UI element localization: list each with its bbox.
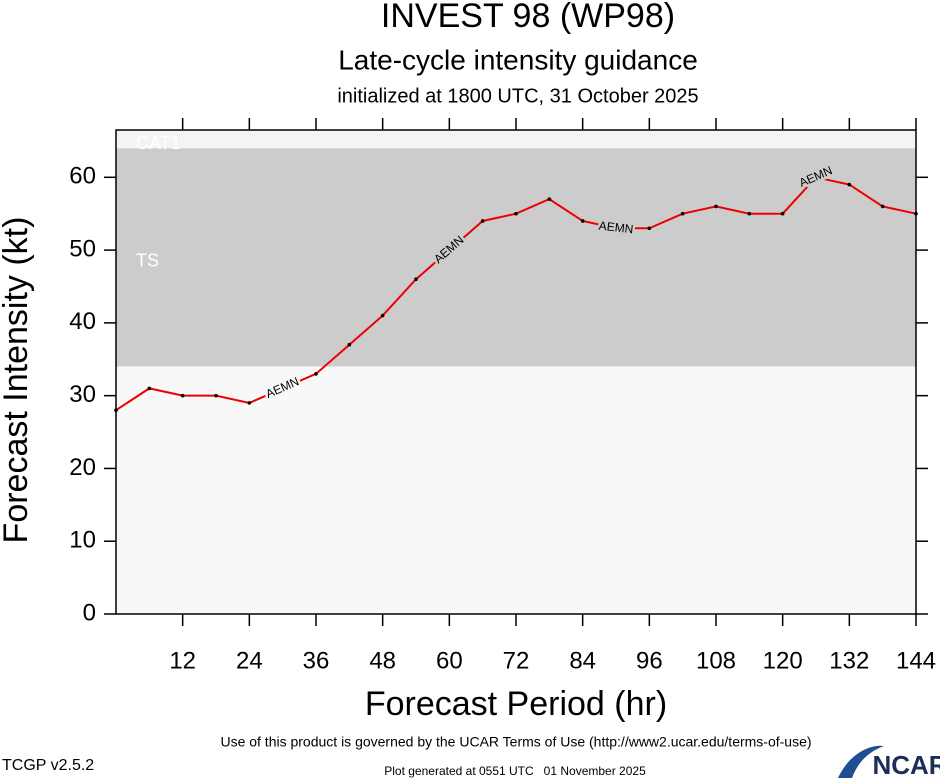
bands: TS CAT1 xyxy=(116,130,916,614)
data-point xyxy=(347,342,352,347)
data-point xyxy=(814,175,818,180)
init-text: initialized at 1800 UTC, 31 October 2025 xyxy=(337,85,698,107)
data-point xyxy=(514,211,518,216)
data-point xyxy=(847,182,852,187)
y-axis-label: Forecast Intensity (kt) xyxy=(0,217,35,544)
chart-subtitle: Late-cycle intensity guidance xyxy=(338,44,698,75)
version-text: TCGP v2.5.2 xyxy=(2,757,94,774)
data-point xyxy=(680,211,685,216)
x-tick-label: 120 xyxy=(763,647,803,674)
x-tick-label: 12 xyxy=(169,647,196,674)
logo-swoosh xyxy=(838,745,884,778)
x-tick-label: 48 xyxy=(369,647,396,674)
data-point xyxy=(780,211,785,216)
data-point xyxy=(647,226,652,231)
series-label: AEMN xyxy=(598,219,634,237)
data-point xyxy=(880,204,885,209)
data-point xyxy=(180,393,185,398)
y-tick-label: 50 xyxy=(69,235,96,262)
data-point xyxy=(214,393,218,398)
x-tick-label: 36 xyxy=(303,647,330,674)
data-point xyxy=(380,313,385,318)
data-point xyxy=(480,219,485,223)
x-tick-label: 60 xyxy=(436,647,463,674)
band-label: CAT1 xyxy=(136,133,181,153)
data-point xyxy=(247,401,252,405)
data-point xyxy=(147,386,152,391)
band xyxy=(116,130,916,149)
y-tick-label: 0 xyxy=(83,599,96,626)
logo-text: NCAR xyxy=(872,750,940,780)
data-point xyxy=(547,197,552,201)
x-tick-label: 84 xyxy=(569,647,596,674)
data-point xyxy=(414,277,418,282)
x-tick-label: 72 xyxy=(503,647,530,674)
x-tick-label: 132 xyxy=(829,647,869,674)
band xyxy=(116,148,916,367)
data-point xyxy=(747,211,752,216)
y-tick-label: 60 xyxy=(69,163,96,190)
data-point xyxy=(280,386,285,391)
y-tick-label: 20 xyxy=(69,454,96,481)
data-point xyxy=(314,372,318,376)
x-tick-label: 144 xyxy=(896,647,936,674)
x-tick-label: 108 xyxy=(696,647,736,674)
data-point xyxy=(447,248,452,252)
x-tick-label: 24 xyxy=(236,647,263,674)
y-tick-label: 10 xyxy=(69,527,96,554)
terms-text: Use of this product is governed by the U… xyxy=(220,734,811,750)
chart-title: INVEST 98 (WP98) xyxy=(381,0,675,35)
data-point xyxy=(714,204,718,209)
data-point xyxy=(580,219,585,223)
generated-text: Plot generated at 0551 UTC 01 November 2… xyxy=(384,764,646,778)
data-point xyxy=(614,226,618,231)
x-axis-label: Forecast Period (hr) xyxy=(365,685,667,723)
band-label: TS xyxy=(136,250,159,270)
x-tick-label: 96 xyxy=(636,647,663,674)
y-tick-label: 30 xyxy=(69,381,96,408)
y-tick-label: 40 xyxy=(69,308,96,335)
